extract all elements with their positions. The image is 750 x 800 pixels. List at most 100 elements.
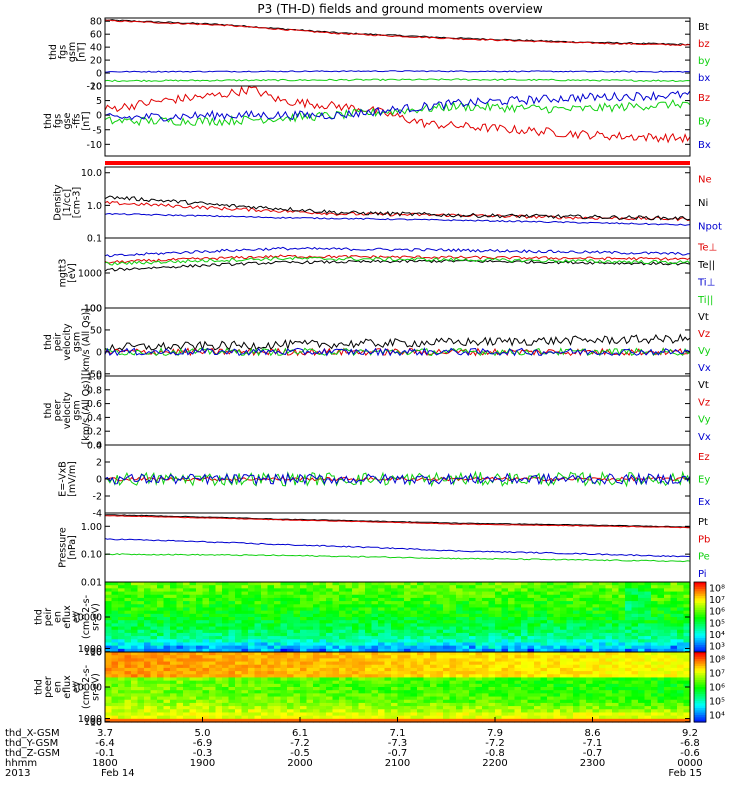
spectrogram-cell xyxy=(248,594,256,599)
spectrogram-cell xyxy=(105,601,113,605)
spectrogram-cell xyxy=(124,690,132,694)
spectrogram-cell xyxy=(391,582,399,586)
spectrogram-cell xyxy=(254,597,262,602)
spectrogram-cell xyxy=(209,632,217,637)
spectrogram-cell xyxy=(670,661,678,666)
spectrogram-cell xyxy=(599,617,607,621)
spectrogram-cell xyxy=(417,620,425,624)
spectrogram-cell xyxy=(618,652,626,656)
spectrogram-cell xyxy=(339,690,347,694)
spectrogram-cell xyxy=(137,702,145,707)
spectrogram-cell xyxy=(475,645,483,650)
spectrogram-cell xyxy=(586,652,594,656)
spectrogram-cell xyxy=(683,645,691,650)
spectrogram-cell xyxy=(612,667,620,672)
spectrogram-cell xyxy=(345,702,353,707)
spectrogram-cell xyxy=(228,617,236,621)
spectrogram-cell xyxy=(670,597,678,602)
spectrogram-cell xyxy=(267,658,275,663)
spectrogram-cell xyxy=(287,582,295,586)
spectrogram-cell xyxy=(274,655,282,659)
spectrogram-cell xyxy=(248,699,256,704)
spectrogram-cell xyxy=(261,610,269,615)
spectrogram-cell xyxy=(508,639,516,644)
spectrogram-cell xyxy=(547,591,555,596)
spectrogram-cell xyxy=(644,642,652,647)
spectrogram-cell xyxy=(287,661,295,666)
spectrogram-cell xyxy=(631,661,639,666)
spectrogram-cell xyxy=(170,597,178,602)
spectrogram-cell xyxy=(189,626,197,631)
spectrogram-cell xyxy=(326,715,334,720)
spectrogram-cell xyxy=(430,655,438,659)
spectrogram-cell xyxy=(514,588,522,593)
spectrogram-cell xyxy=(157,591,165,596)
spectrogram-cell xyxy=(579,642,587,647)
colorbar-segment xyxy=(694,684,706,688)
spectrogram-cell xyxy=(449,648,457,653)
spectrogram-cell xyxy=(482,702,490,707)
spectrogram-cell xyxy=(176,582,184,586)
spectrogram-cell xyxy=(352,693,360,698)
spectrogram-cell xyxy=(345,655,353,659)
spectrogram-cell xyxy=(501,636,509,640)
spectrogram-cell xyxy=(462,607,470,612)
spectrogram-cell xyxy=(482,709,490,714)
spectrogram-cell xyxy=(495,664,503,669)
spectrogram-cell xyxy=(254,636,262,640)
spectrogram-cell xyxy=(274,667,282,672)
spectrogram-cell xyxy=(508,626,516,631)
spectrogram-cell xyxy=(521,617,529,621)
spectrogram-cell xyxy=(124,620,132,624)
spectrogram-cell xyxy=(293,632,301,637)
spectrogram-cell xyxy=(521,613,529,618)
spectrogram-cell xyxy=(248,591,256,596)
spectrogram-cell xyxy=(534,680,542,685)
spectrogram-cell xyxy=(560,582,568,586)
colorbar-segment xyxy=(694,708,706,711)
spectrogram-cell xyxy=(488,626,496,631)
spectrogram-cell xyxy=(677,632,685,637)
spectrogram-cell xyxy=(586,582,594,586)
spectrogram-cell xyxy=(352,601,360,605)
spectrogram-cell xyxy=(131,702,139,707)
spectrogram-cell xyxy=(560,671,568,675)
spectrogram-cell xyxy=(514,613,522,618)
spectrogram-cell xyxy=(547,613,555,618)
spectrogram-cell xyxy=(475,594,483,599)
spectrogram-cell xyxy=(261,709,269,714)
spectrogram-cell xyxy=(105,718,113,723)
spectrogram-cell xyxy=(631,699,639,704)
spectrogram-cell xyxy=(391,699,399,704)
spectrogram-cell xyxy=(176,626,184,631)
spectrogram-cell xyxy=(631,658,639,663)
spectrogram-cell xyxy=(488,588,496,593)
spectrogram-cell xyxy=(124,712,132,717)
spectrogram-cell xyxy=(469,667,477,672)
spectrogram-cell xyxy=(443,588,451,593)
spectrogram-cell xyxy=(677,658,685,663)
spectrogram-cell xyxy=(456,664,464,669)
spectrogram-cell xyxy=(612,671,620,675)
spectrogram-cell xyxy=(683,696,691,701)
spectrogram-cell xyxy=(371,712,379,717)
spectrogram-cell xyxy=(670,715,678,720)
spectrogram-cell xyxy=(397,601,405,605)
spectrogram-cell xyxy=(651,648,659,653)
spectrogram-cell xyxy=(261,597,269,602)
spectrogram-cell xyxy=(384,683,392,688)
spectrogram-cell xyxy=(378,674,386,679)
spectrogram-cell xyxy=(378,696,386,701)
spectrogram-cell xyxy=(196,683,204,688)
spectrogram-cell xyxy=(371,715,379,720)
spectrogram-cell xyxy=(228,585,236,589)
spectrogram-cell xyxy=(586,642,594,647)
spectrogram-cell xyxy=(651,706,659,710)
spectrogram-cell xyxy=(547,652,555,656)
spectrogram-cell xyxy=(592,661,600,666)
spectrogram-cell xyxy=(124,693,132,698)
spectrogram-cell xyxy=(547,709,555,714)
spectrogram-cell xyxy=(371,680,379,685)
spectrogram-cell xyxy=(683,677,691,682)
